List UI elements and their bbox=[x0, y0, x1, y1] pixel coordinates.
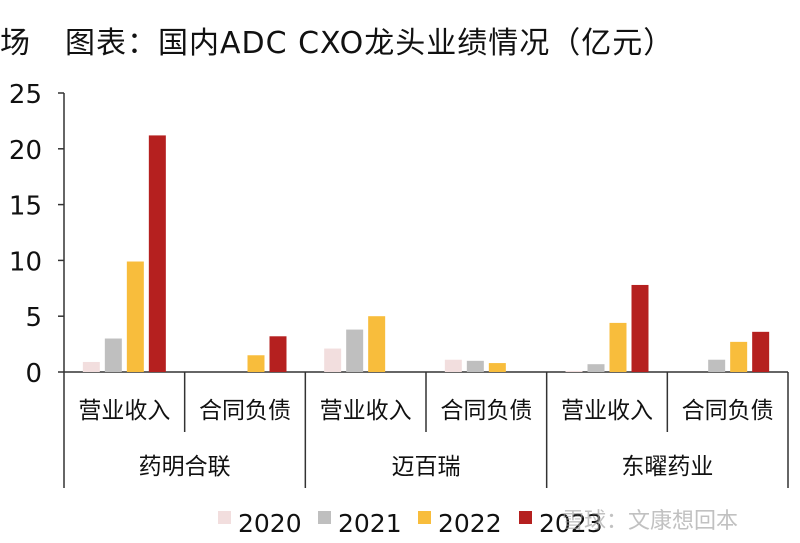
legend-swatch-2021 bbox=[318, 511, 331, 524]
group-label: 迈百瑞 bbox=[392, 454, 461, 480]
bar-2020 bbox=[82, 361, 100, 372]
bar-2020 bbox=[324, 348, 342, 372]
legend-label: 2023 bbox=[539, 509, 603, 538]
legend-swatch-2020 bbox=[218, 511, 231, 524]
group-label: 药明合联 bbox=[139, 454, 231, 480]
bar-2023 bbox=[752, 331, 770, 372]
bar-2022 bbox=[126, 261, 144, 372]
bar-2021 bbox=[466, 360, 484, 372]
y-tick-label: 10 bbox=[9, 247, 42, 277]
legend-label: 2021 bbox=[338, 509, 402, 538]
bar-2022 bbox=[609, 322, 627, 372]
legend-label: 2022 bbox=[438, 509, 502, 538]
bar-2021 bbox=[708, 359, 726, 372]
x-tick-label: 营业收入 bbox=[78, 398, 170, 424]
bar-2021 bbox=[104, 338, 122, 372]
bar-2023 bbox=[269, 336, 287, 372]
legend-label: 2020 bbox=[238, 509, 302, 538]
bar-2023 bbox=[631, 284, 649, 372]
y-tick-label: 15 bbox=[9, 192, 42, 222]
legend-swatch-2022 bbox=[418, 511, 431, 524]
watermark: 雪球：文康想回本 bbox=[562, 509, 739, 534]
chart-title: 图表：国内ADC CXO龙头业绩情况（亿元） bbox=[65, 26, 675, 61]
bar-2022 bbox=[368, 316, 386, 372]
x-tick-label: 合同负债 bbox=[682, 398, 774, 424]
x-tick-label: 合同负债 bbox=[199, 398, 291, 424]
bar-2022 bbox=[730, 341, 748, 372]
group-label: 东曜药业 bbox=[621, 454, 713, 480]
chart-title-line: 场图表：国内ADC CXO龙头业绩情况（亿元） bbox=[0, 18, 674, 62]
x-tick-label: 营业收入 bbox=[320, 398, 412, 424]
bar-2022 bbox=[488, 363, 506, 372]
bar-2023 bbox=[148, 135, 166, 372]
bar-2020 bbox=[444, 359, 462, 372]
legend-swatch-2023 bbox=[519, 511, 532, 524]
y-tick-label: 25 bbox=[9, 80, 42, 110]
bar-2021 bbox=[587, 364, 605, 372]
y-tick-label: 0 bbox=[25, 359, 42, 389]
bar-2021 bbox=[346, 329, 364, 372]
x-tick-label: 合同负债 bbox=[440, 398, 532, 424]
bar-2020 bbox=[565, 370, 583, 372]
x-tick-label: 营业收入 bbox=[561, 398, 653, 424]
y-tick-label: 20 bbox=[9, 136, 42, 166]
title-fragment: 场 bbox=[0, 26, 31, 61]
y-tick-label: 5 bbox=[25, 303, 42, 333]
bar-2022 bbox=[247, 355, 265, 372]
